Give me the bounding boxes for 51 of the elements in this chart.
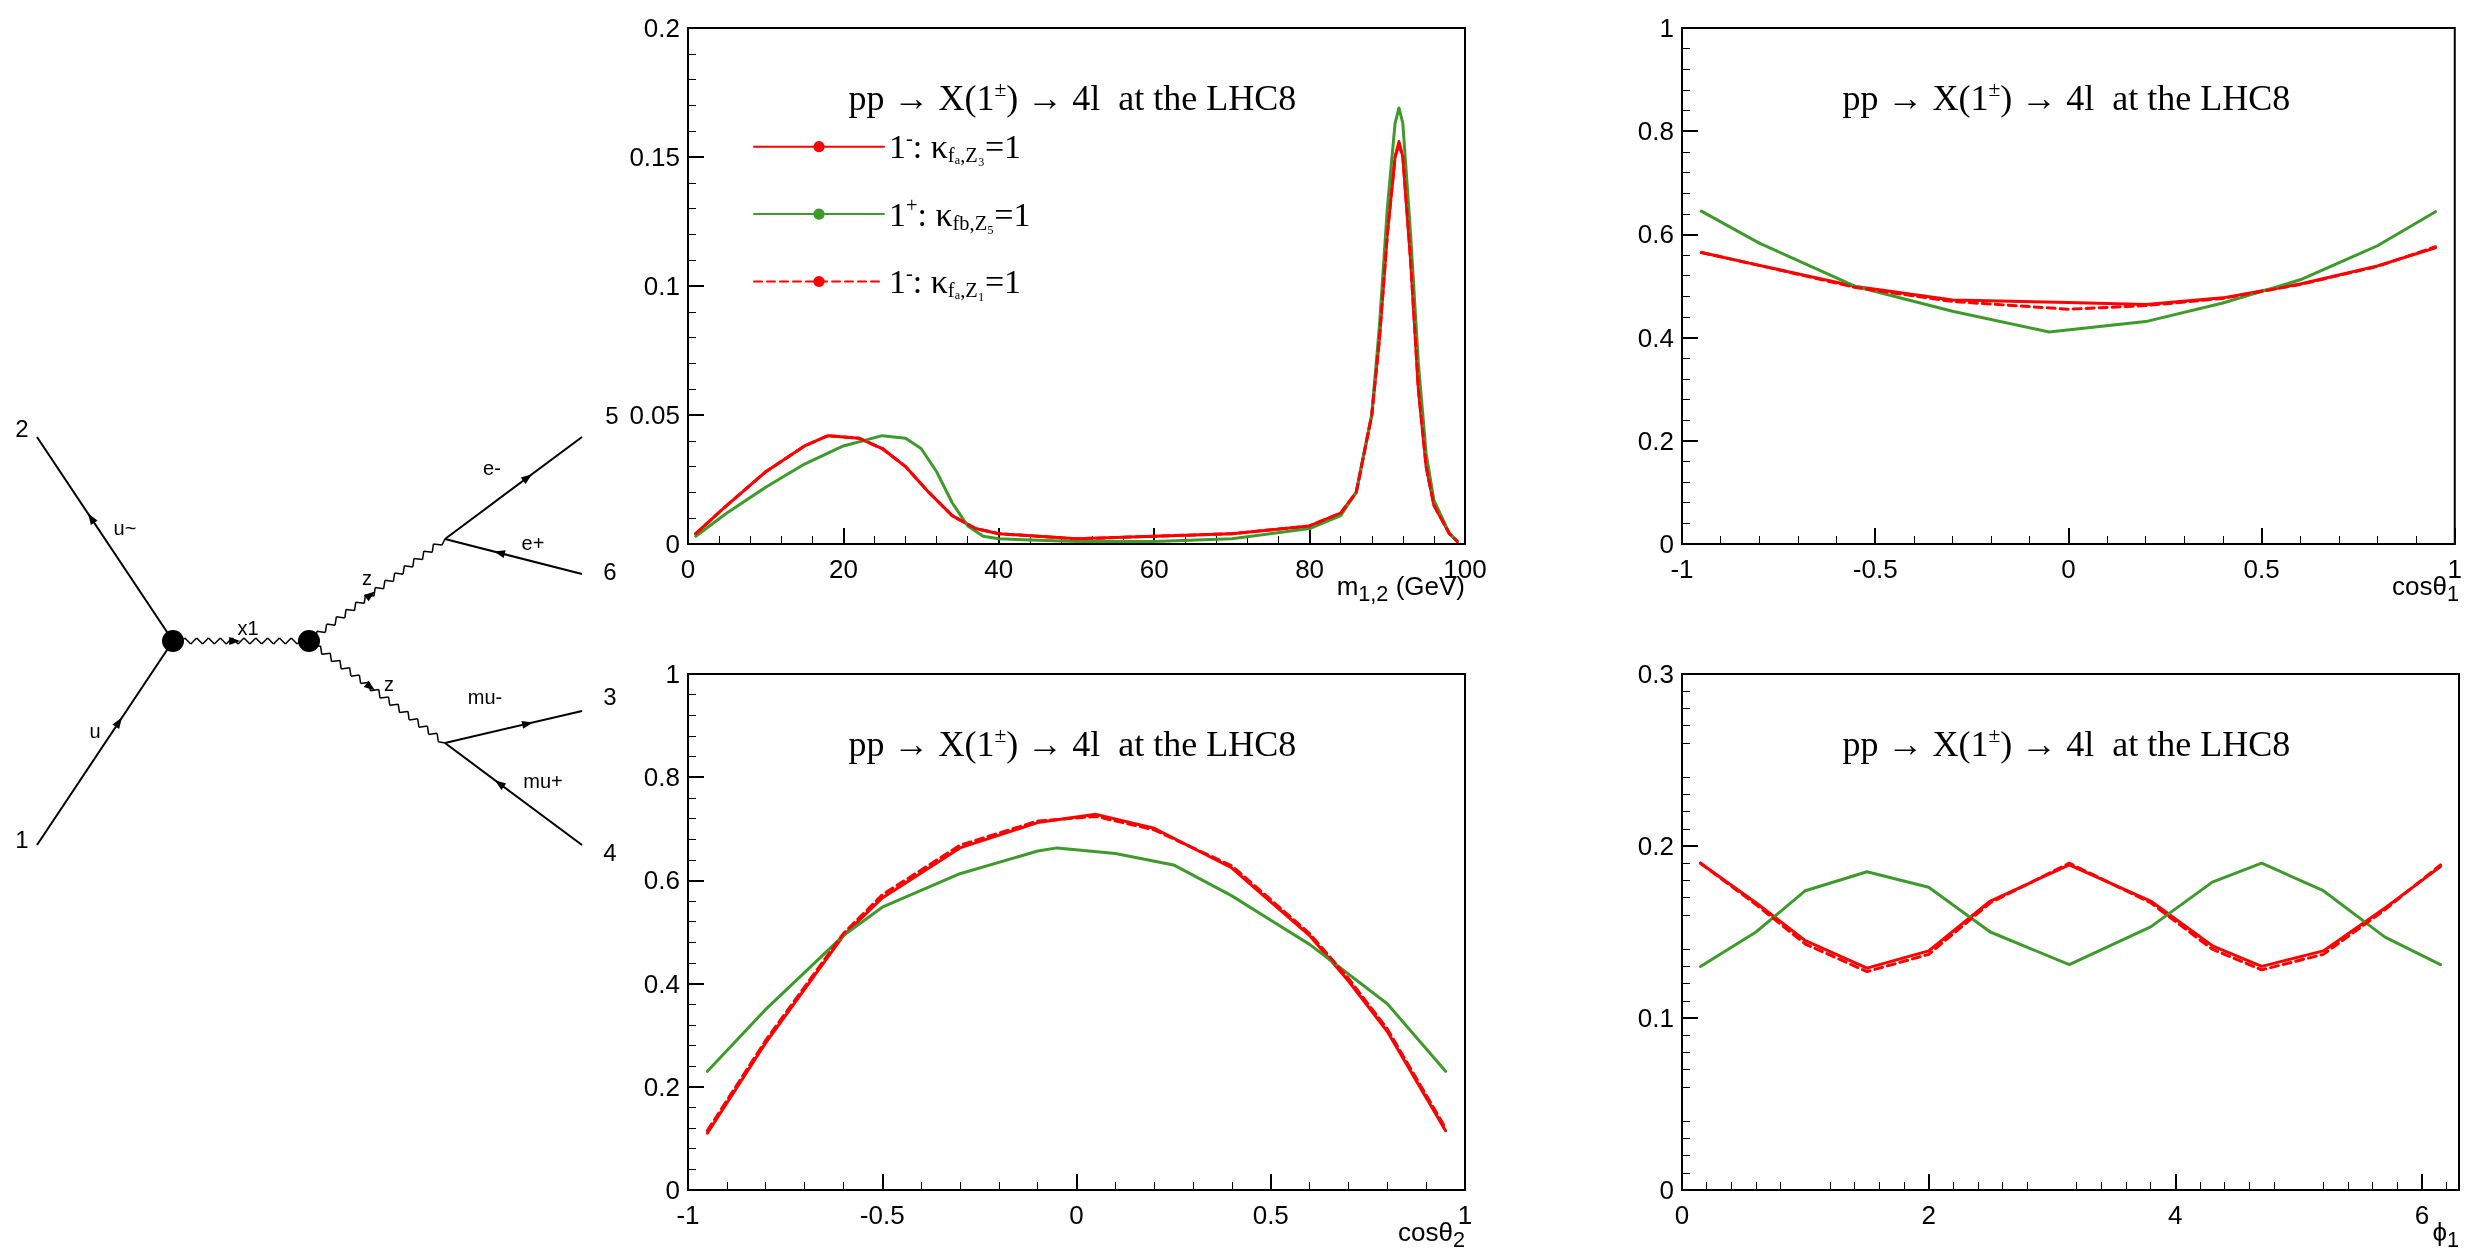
x-tick-label: -0.5	[1852, 554, 1898, 584]
text: x1	[237, 617, 259, 639]
x-tick-label: 4	[2168, 1200, 2183, 1230]
y-tick-label: 0.05	[629, 400, 680, 430]
x-axis-title: ϕ$_{1}$	[2432, 1217, 2459, 1253]
y-tick-label: 0.2	[1637, 425, 1674, 456]
x-tick-label: 0.5	[2243, 554, 2280, 584]
y-tick-label: 0.4	[1637, 322, 1674, 353]
y-tick-label: 0.6	[1637, 219, 1674, 250]
y-tick-label: 0.6	[643, 865, 680, 896]
text: mu+	[523, 770, 563, 792]
y-tick-label: 0.1	[1637, 1003, 1674, 1033]
text: 4	[603, 839, 617, 866]
x-tick-label: 60	[1139, 554, 1169, 584]
y-tick-label: 0.8	[1637, 116, 1674, 147]
y-tick-label: 0.2	[643, 1071, 680, 1102]
text: pp → X(1±) → 4l at the LHC8	[848, 77, 1297, 118]
text: 3	[603, 683, 617, 710]
text: mu-	[467, 686, 503, 708]
x-tick-label: 40	[984, 554, 1014, 584]
y-tick-label: 0.4	[643, 968, 680, 999]
y-tick-label: 0.3	[1637, 659, 1674, 689]
y-tick-label: 0	[665, 529, 680, 559]
x-tick-label: -0.5	[859, 1200, 905, 1230]
text: 5	[605, 402, 619, 429]
y-tick-label: 0	[1659, 1175, 1674, 1205]
text: pp → X(1±) → 4l at the LHC8	[848, 723, 1297, 764]
text: u~	[113, 517, 137, 539]
y-tick-label: 0.8	[643, 762, 680, 793]
text: 1	[15, 826, 29, 853]
x-tick-label: 2	[1921, 1200, 1936, 1230]
text: z	[384, 673, 394, 695]
x-tick-label: 0	[1069, 1200, 1084, 1230]
y-tick-label: 0.2	[1637, 831, 1674, 861]
x-tick-label: 6	[2414, 1200, 2430, 1230]
y-tick-label: 0.15	[629, 142, 680, 172]
x-tick-label: 0.5	[1252, 1200, 1289, 1230]
x-tick-label: 80	[1295, 554, 1325, 584]
text: z	[362, 567, 372, 589]
x-tick-label: 20	[828, 554, 858, 584]
text: 2	[15, 415, 29, 442]
text: e-	[483, 457, 501, 479]
y-tick-label: 1	[1659, 13, 1674, 43]
y-tick-label: 0.2	[643, 13, 680, 43]
text: u	[89, 720, 101, 742]
text: pp → X(1±) → 4l at the LHC8	[1842, 723, 2291, 764]
text: pp → X(1±) → 4l at the LHC8	[1842, 77, 2291, 118]
text: e+	[521, 532, 545, 554]
y-tick-label: 0.1	[643, 271, 680, 301]
y-tick-label: 1	[665, 659, 680, 689]
x-tick-label: 0	[2061, 554, 2076, 584]
